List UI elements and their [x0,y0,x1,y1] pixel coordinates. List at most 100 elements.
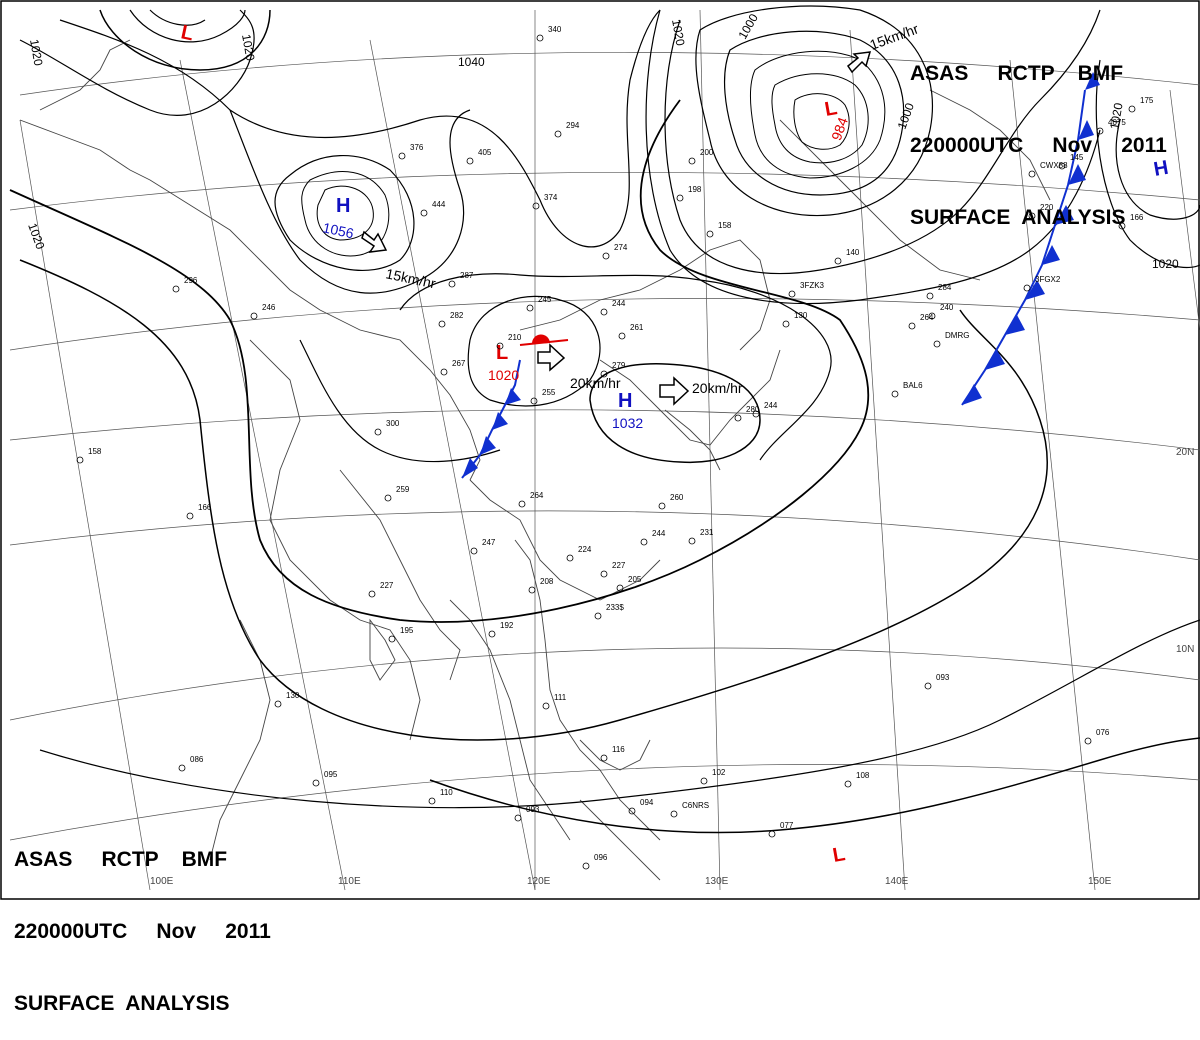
isobars [9,5,1200,834]
station-value: 175 [1140,96,1154,105]
station-circle-icon [528,586,536,594]
longitude-label: 110E [338,876,361,887]
station-value: 274 [614,243,628,252]
longitude-label: 140E [885,876,909,887]
station-value: 140 [846,248,860,257]
header-line3: SURFACE ANALYSIS [910,206,1126,229]
station-circle-icon [1028,170,1036,178]
header-block-top-right: ASAS RCTP BMF 220000UTC Nov 2011 SURFACE… [910,14,1167,254]
low-center: L [823,97,839,121]
coastlines [19,39,1051,881]
station-value: 294 [566,121,580,130]
low-center: L [496,342,508,364]
station-circle-icon [600,754,608,762]
station-value: 116 [612,745,625,754]
station-value: 096 [594,853,608,862]
station-circle-icon [600,370,608,378]
station-value: 405 [478,148,492,157]
station-value: 095 [324,770,338,779]
longitude-label: 150E [1088,876,1112,887]
station-value: 158 [88,447,102,456]
station-value: 3FZK3 [800,281,825,290]
longitude-label: 100E [150,876,174,887]
station-circle-icon [530,397,538,405]
station-value: 246 [262,303,276,312]
station-value: 300 [386,419,400,428]
station-value: 195 [400,626,414,635]
station-value: 4075 [1108,118,1126,127]
high-value: 1032 [612,415,643,431]
station-value: 282 [450,311,464,320]
station-value: 259 [396,485,410,494]
station-circle-icon [594,612,602,620]
station-value: 198 [688,185,702,194]
station-circle-icon [600,570,608,578]
station-value: 287 [460,271,474,280]
station-value: 284 [938,283,952,292]
isobar-label: 1020 [27,38,45,67]
station-circle-icon [470,547,478,555]
isobar-label: 1020 [239,33,257,62]
station-value: 094 [640,798,654,807]
low-value: 984 [828,115,851,143]
station-value: 227 [380,581,394,590]
station-value: 208 [540,577,554,586]
station-value: 231 [700,528,714,537]
high-center: H [618,390,632,412]
station-value: 102 [712,768,726,777]
station-circle-icon [178,764,186,772]
station-circle-icon [440,368,448,376]
station-circle-icon [172,285,180,293]
station-circle-icon [1084,737,1092,745]
station-circle-icon [488,630,496,638]
station-value: 111 [554,693,567,702]
station-value: 244 [612,299,626,308]
header-block-bottom-left: ASAS RCTP BMF 220000UTC Nov 2011 SURFACE… [14,800,271,1040]
station-value: 205 [628,575,642,584]
station-circle-icon [928,312,936,320]
station-circle-icon [566,554,574,562]
station-circle-icon [1118,222,1126,230]
station-value: 245 [538,295,552,304]
station-value: 224 [578,545,592,554]
cold-front-east [961,72,1100,406]
station-value: 280 [746,405,760,414]
station-circle-icon [536,34,544,42]
latitude-label: 10N [1176,644,1194,655]
station-value: DMRG [945,331,969,340]
station-plots: 340 294 405 376 444 374 274 245 244 261 210 279 255 2… [76,25,1154,870]
station-circle-icon [616,584,624,592]
station-circle-icon [466,157,474,165]
station-value: 077 [780,821,794,830]
station-value: 267 [452,359,466,368]
station-circle-icon [688,537,696,545]
station-circle-icon [1128,105,1136,113]
longitude-label: 130E [705,876,729,887]
isobar-label: 1020 [669,18,687,47]
high-center: H [1152,157,1170,181]
station-circle-icon [186,512,194,520]
station-value: 340 [548,25,562,34]
station-circle-icon [554,130,562,138]
station-value: 279 [612,361,626,370]
station-circle-icon [926,292,934,300]
station-circle-icon [250,312,258,320]
arrow-icon [361,230,388,253]
motion-arrows [361,51,872,406]
station-value: 255 [542,388,556,397]
station-value: 374 [544,193,558,202]
station-circle-icon [768,830,776,838]
longitude-grid [19,9,1200,891]
station-value: 192 [500,621,514,630]
low-center: L [831,843,847,867]
station-value: 3FGX2 [1035,275,1061,284]
station-circle-icon [891,390,899,398]
station-circle-icon [1023,284,1031,292]
station-value: 376 [410,143,424,152]
surface-analysis-map: 1020 1020 1020 1040 1020 1000 1000 1020 … [0,0,1200,900]
latitude-label: 20N [1176,447,1194,458]
station-circle-icon [706,230,714,238]
header-line1: ASAS RCTP BMF [14,848,228,871]
station-value: 264 [530,491,544,500]
pressure-centers: L H 1056 L 984 L 1020 H 1032 H L [179,21,1170,867]
